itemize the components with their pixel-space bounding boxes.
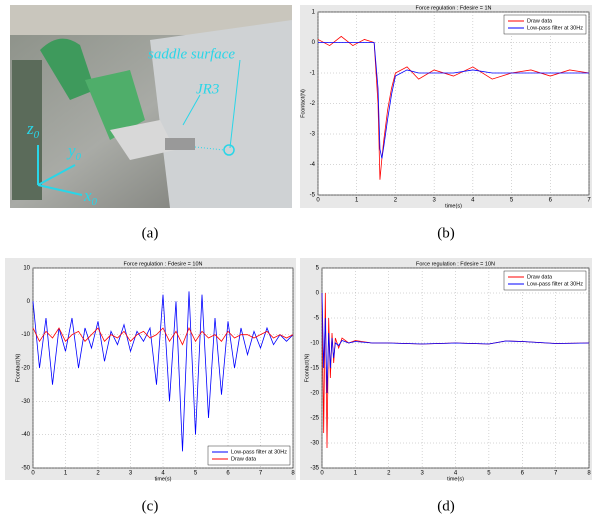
x-tick-label: 5: [194, 471, 198, 477]
y-tick-label: -50: [21, 466, 30, 472]
data-line: [32, 291, 294, 452]
y-tick-label: -25: [310, 416, 319, 422]
x-tick-label: 2: [96, 471, 100, 477]
y-tick-label: 0: [312, 40, 316, 46]
legend-label: Low-pass filter at 30Hz: [527, 281, 583, 287]
sensor-label: JR3: [196, 81, 219, 97]
axis-subscript: 0: [92, 196, 98, 208]
x-tick-label: 5: [510, 198, 514, 204]
caption: (a): [142, 225, 159, 241]
y-tick-label: -10: [21, 332, 30, 338]
axis-letter: y: [66, 141, 76, 160]
y-tick-label: 1: [312, 10, 316, 16]
x-tick-label: 0: [316, 198, 320, 204]
data-line: [318, 42, 589, 159]
caption: (b): [437, 225, 455, 241]
x-tick-label: 1: [355, 198, 359, 204]
axis-subscript: 0: [76, 151, 82, 163]
photo: saddle surface JR3 z0 y0 x0: [10, 5, 292, 208]
y-tick-label: 0: [27, 299, 31, 305]
y-tick-label: 0: [316, 291, 320, 297]
axis-letter: z: [26, 119, 34, 138]
legend-label: Draw data: [231, 456, 257, 462]
y-tick-label: -10: [310, 341, 319, 347]
x-tick-label: 7: [587, 198, 591, 204]
data-line: [32, 327, 294, 346]
caption: (c): [142, 498, 159, 514]
legend-label: Low-pass filter at 30Hz: [527, 25, 583, 31]
x-tick-label: 0: [320, 471, 324, 477]
x-tick-label: 2: [387, 471, 391, 477]
x-tick-label: 1: [354, 471, 358, 477]
y-tick-label: -2: [310, 101, 316, 107]
x-tick-label: 3: [420, 471, 424, 477]
surface-label: saddle surface: [148, 46, 235, 62]
y-tick-label: -30: [310, 441, 319, 447]
axis-x: x0: [83, 186, 98, 208]
y-tick-label: 5: [316, 266, 320, 272]
y-tick-label: -5: [310, 193, 316, 199]
y-tick-label: -15: [310, 366, 319, 372]
y-axis-label: Fcontact(N): [15, 353, 21, 382]
x-tick-label: 4: [454, 471, 458, 477]
x-axis-label: time(s): [155, 476, 172, 482]
x-tick-label: 6: [226, 471, 230, 477]
x-tick-label: 4: [161, 471, 165, 477]
x-tick-label: 6: [521, 471, 525, 477]
y-tick-label: -5: [314, 316, 320, 322]
x-tick-label: 5: [487, 471, 491, 477]
x-tick-label: 1: [64, 471, 68, 477]
y-tick-label: -30: [21, 399, 30, 405]
x-axis-label: time(s): [447, 476, 464, 482]
legend-box: [503, 270, 587, 291]
y-tick-label: -3: [310, 132, 316, 138]
chart-title: Force regulation : Fdesire = 10N: [123, 261, 202, 267]
y-tick-label: -4: [310, 162, 316, 168]
x-tick-label: 8: [587, 471, 591, 477]
axis-letter: x: [83, 186, 92, 205]
x-axis-label: time(s): [445, 203, 462, 209]
data-line: [321, 292, 590, 394]
y-axis-label: Fcontact(N): [300, 89, 306, 118]
x-tick-label: 3: [129, 471, 133, 477]
legend-label: Draw data: [527, 274, 553, 280]
chart-title: Force regulation : Fdesire = 10N: [416, 261, 495, 267]
y-axis-label: Fcontact(N): [304, 353, 310, 382]
x-tick-label: 8: [291, 471, 295, 477]
caption: (d): [437, 498, 455, 514]
chart-title: Force regulation : Fdesire = 1N: [416, 5, 492, 11]
y-tick-label: -35: [310, 466, 319, 472]
y-tick-label: -1: [310, 71, 316, 77]
data-line: [317, 35, 590, 180]
x-tick-label: 7: [259, 471, 263, 477]
x-tick-label: 7: [554, 471, 558, 477]
axis-y: y0: [66, 141, 82, 163]
y-tick-label: 10: [23, 266, 30, 272]
x-tick-label: 0: [31, 471, 35, 477]
y-tick-label: -40: [21, 432, 30, 438]
x-tick-label: 6: [549, 198, 553, 204]
legend-box: [207, 445, 291, 466]
legend-label: Draw data: [527, 18, 553, 24]
x-tick-label: 4: [471, 198, 475, 204]
x-tick-label: 3: [432, 198, 436, 204]
y-tick-label: -20: [310, 391, 319, 397]
x-tick-label: 2: [394, 198, 398, 204]
legend-label: Low-pass filter at 30Hz: [231, 449, 287, 455]
y-tick-label: -20: [21, 366, 30, 372]
legend-box: [503, 14, 587, 35]
axis-z: z0: [26, 119, 40, 141]
axis-subscript: 0: [34, 129, 40, 141]
